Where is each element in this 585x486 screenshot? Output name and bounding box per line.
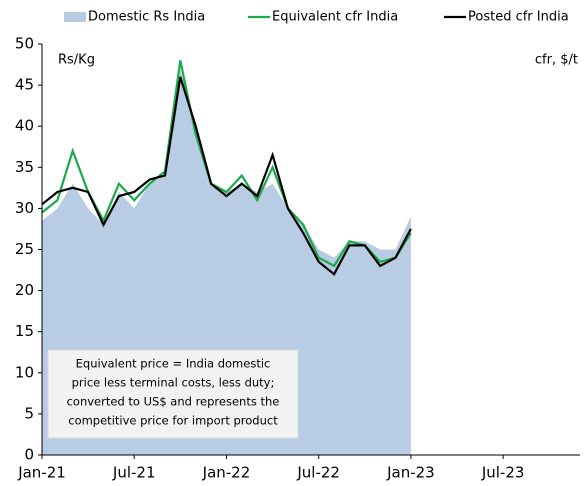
legend-label: Posted cfr India xyxy=(468,10,569,25)
y-tick-label: 35 xyxy=(15,158,34,176)
x-tick-label: Jan-22 xyxy=(202,464,251,482)
y2-axis-label: cfr, $/t xyxy=(535,53,578,68)
y-tick-label: 45 xyxy=(15,76,34,94)
annotation-line: competitive price for import product xyxy=(68,414,278,428)
y-tick-label: 5 xyxy=(24,404,34,422)
annotation-line: converted to US$ and represents the xyxy=(67,395,280,409)
line xyxy=(41,60,412,268)
y-tick-label: 40 xyxy=(15,117,34,135)
y-tick-label: 10 xyxy=(15,363,34,381)
legend-swatch xyxy=(64,12,86,22)
legend-label: Equivalent cfr India xyxy=(272,10,398,25)
legend-label: Domestic Rs India xyxy=(88,10,205,25)
x-tick-label: Jan-23 xyxy=(386,464,435,482)
x-tick-label: Jul-21 xyxy=(112,464,156,482)
annotation-box xyxy=(47,349,299,439)
annotation-line: Equivalent price = India domestic xyxy=(76,357,271,371)
x-tick-label: Jan-21 xyxy=(17,464,66,482)
y-tick-label: 0 xyxy=(24,446,34,464)
annotation-line: price less terminal costs, less duty; xyxy=(72,376,275,390)
y-tick-label: 25 xyxy=(15,240,34,258)
x-tick-label: Jul-23 xyxy=(481,464,525,482)
x-tick-label: Jul-22 xyxy=(296,464,340,482)
y-tick-label: 15 xyxy=(15,322,34,340)
y-tick-label: 50 xyxy=(15,35,34,53)
y-axis-label: Rs/Kg xyxy=(58,53,95,68)
y-tick-label: 20 xyxy=(15,281,34,299)
y-tick-label: 30 xyxy=(15,199,34,217)
line xyxy=(41,76,412,276)
